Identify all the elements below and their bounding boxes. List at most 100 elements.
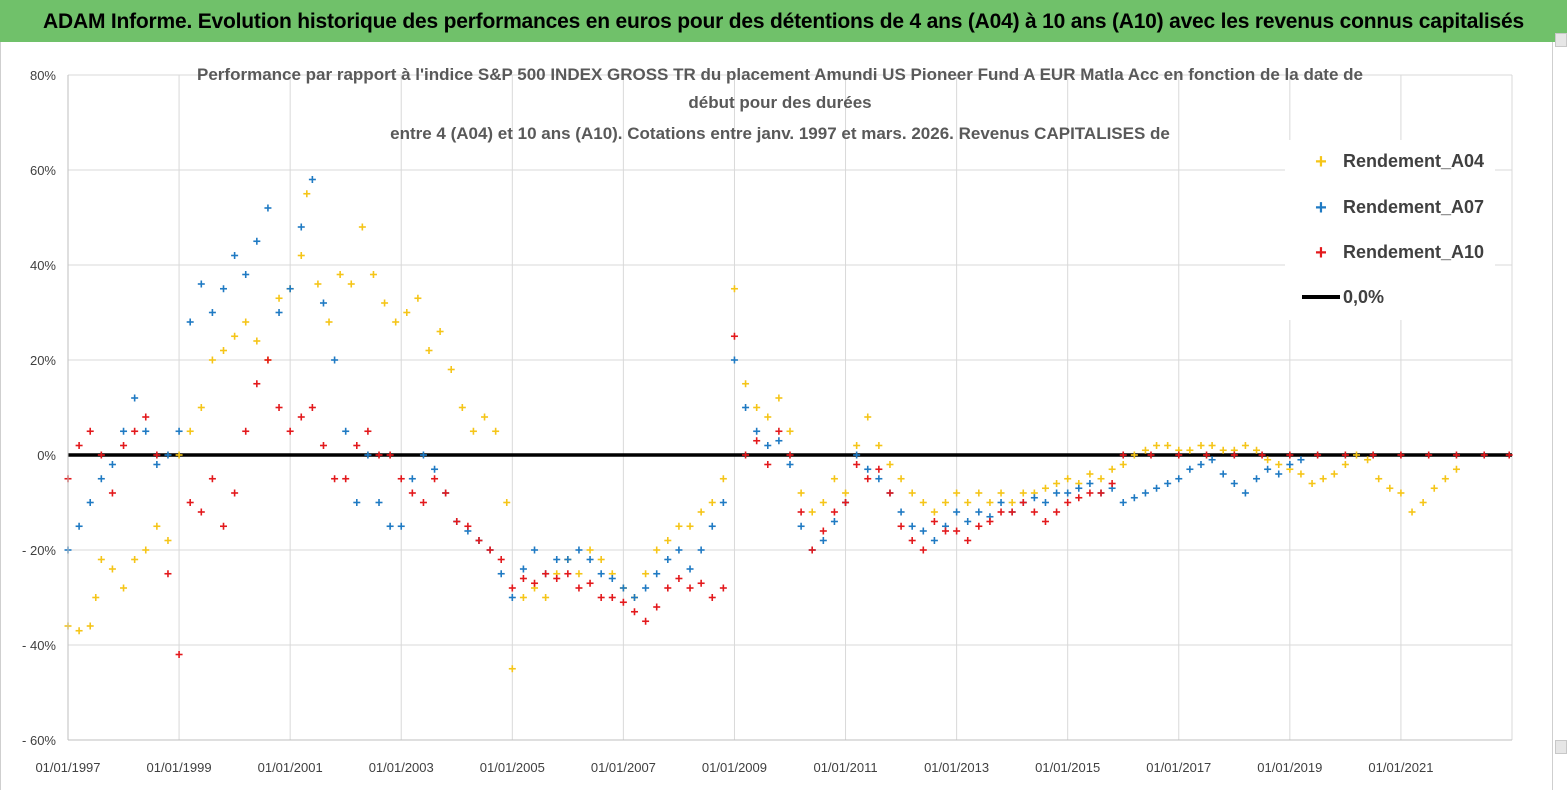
point-rendement-a04 [1319, 475, 1327, 483]
point-rendement-a04 [975, 489, 983, 497]
point-rendement-a07 [131, 394, 139, 402]
chart-title-line-1: Performance par rapport à l'indice S&P 5… [197, 65, 1363, 84]
point-rendement-a04 [175, 451, 183, 459]
point-rendement-a10 [775, 427, 783, 435]
point-rendement-a07 [1164, 480, 1172, 487]
point-rendement-a10 [97, 451, 105, 459]
point-rendement-a10 [786, 451, 794, 459]
point-rendement-a10 [542, 570, 550, 578]
point-rendement-a07 [997, 499, 1005, 506]
resize-handle-bottom[interactable] [1555, 740, 1567, 754]
point-rendement-a07 [186, 318, 194, 326]
point-rendement-a07 [108, 461, 116, 468]
point-rendement-a10 [242, 427, 250, 435]
point-rendement-a04 [1219, 446, 1227, 454]
point-rendement-a10 [853, 461, 861, 468]
point-rendement-a07 [1219, 470, 1227, 478]
point-rendement-a07 [553, 556, 561, 563]
point-rendement-a04 [120, 584, 128, 592]
point-rendement-a07 [630, 594, 638, 601]
point-rendement-a04 [653, 546, 661, 554]
point-rendement-a07 [1253, 475, 1261, 483]
point-rendement-a04 [336, 271, 344, 278]
legend-marker-a04: + [1315, 151, 1327, 173]
point-rendement-a04 [1408, 508, 1416, 516]
point-rendement-a07 [1041, 499, 1049, 506]
x-tick-label: 01/01/1997 [35, 760, 100, 775]
point-rendement-a07 [319, 299, 327, 307]
point-rendement-a07 [753, 427, 761, 435]
point-rendement-a10 [619, 598, 627, 606]
x-tick-label: 01/01/2021 [1368, 760, 1433, 775]
axis-layer: 80% 60% 40% 20% 0% - 20% - 40% - 60% 01/01/1997 0… [22, 68, 1512, 775]
point-rendement-a10 [830, 508, 838, 516]
point-rendement-a04 [108, 565, 116, 573]
point-rendement-a10 [431, 475, 439, 483]
point-rendement-a07 [397, 522, 405, 530]
point-rendement-a10 [397, 475, 405, 483]
point-rendement-a07 [797, 522, 805, 530]
point-rendement-a07 [220, 285, 228, 293]
point-rendement-a04 [1019, 489, 1027, 497]
point-rendement-a04 [775, 394, 783, 402]
legend-label-a10: Rendement_A10 [1343, 242, 1484, 262]
point-rendement-a07 [686, 565, 694, 573]
point-rendement-a07 [364, 451, 372, 459]
point-rendement-a10 [297, 413, 305, 421]
point-rendement-a07 [386, 522, 394, 530]
point-rendement-a04 [392, 318, 400, 326]
point-rendement-a10 [897, 522, 905, 530]
point-rendement-a10 [675, 575, 683, 582]
report-title: ADAM Informe. Evolution historique des p… [43, 10, 1524, 33]
point-rendement-a04 [1452, 465, 1460, 473]
point-rendement-a10 [264, 356, 272, 364]
point-rendement-a07 [964, 518, 972, 525]
point-rendement-a07 [608, 575, 616, 582]
point-rendement-a07 [1141, 489, 1149, 497]
point-rendement-a07 [519, 565, 527, 573]
point-rendement-a07 [264, 204, 272, 212]
point-rendement-a10 [842, 499, 850, 506]
point-rendement-a10 [997, 508, 1005, 516]
point-rendement-a07 [508, 594, 516, 601]
point-rendement-a07 [1153, 484, 1161, 492]
point-rendement-a04 [797, 489, 805, 497]
y-tick-label: - 60% [22, 733, 56, 748]
point-rendement-a07 [1275, 470, 1283, 478]
point-rendement-a07 [275, 309, 283, 316]
point-rendement-a04 [97, 556, 105, 563]
point-rendement-a04 [597, 556, 605, 563]
point-rendement-a04 [586, 546, 594, 554]
point-rendement-a07 [919, 527, 927, 535]
point-rendement-a04 [314, 280, 322, 288]
point-rendement-a07 [1130, 494, 1138, 502]
point-rendement-a04 [197, 404, 205, 411]
y-tick-label: 40% [30, 258, 56, 273]
legend-label-a04: Rendement_A04 [1343, 151, 1484, 171]
point-rendement-a10 [197, 508, 205, 516]
point-rendement-a04 [1419, 499, 1427, 506]
point-rendement-a10 [742, 451, 750, 459]
point-rendement-a04 [830, 475, 838, 483]
resize-handle-top[interactable] [1555, 33, 1567, 47]
point-rendement-a10 [1019, 499, 1027, 506]
point-rendement-a07 [86, 499, 94, 506]
point-rendement-a10 [753, 437, 761, 445]
point-rendement-a10 [1041, 518, 1049, 525]
point-rendement-a04 [92, 594, 100, 601]
point-rendement-a07 [353, 499, 361, 506]
point-rendement-a04 [919, 499, 927, 506]
point-rendement-a10 [642, 617, 650, 625]
x-tick-label: 01/01/2009 [702, 760, 767, 775]
point-rendement-a04 [436, 328, 444, 335]
point-rendement-a10 [930, 518, 938, 525]
chart-title-line-2: début pour des durées [688, 93, 871, 112]
point-rendement-a07 [664, 556, 672, 563]
point-rendement-a04 [1153, 442, 1161, 449]
point-rendement-a10 [708, 594, 716, 601]
point-rendement-a07 [120, 427, 128, 435]
point-rendement-a10 [908, 537, 916, 544]
point-rendement-a04 [503, 499, 511, 506]
point-rendement-a10 [142, 413, 150, 421]
point-rendement-a10 [419, 499, 427, 506]
